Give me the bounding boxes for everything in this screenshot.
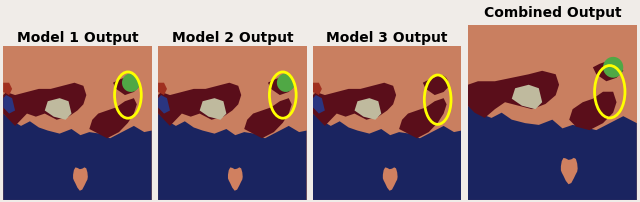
Polygon shape — [399, 99, 447, 139]
Polygon shape — [603, 58, 623, 78]
Text: Model 3 Output: Model 3 Output — [326, 31, 448, 44]
Polygon shape — [3, 96, 15, 114]
Polygon shape — [313, 46, 461, 200]
Polygon shape — [433, 76, 448, 91]
Polygon shape — [561, 158, 578, 184]
Polygon shape — [569, 92, 616, 130]
Polygon shape — [512, 85, 542, 110]
Polygon shape — [593, 61, 623, 82]
Polygon shape — [3, 83, 86, 126]
Polygon shape — [355, 99, 381, 120]
Polygon shape — [313, 96, 325, 114]
Polygon shape — [158, 83, 167, 96]
Polygon shape — [73, 167, 88, 191]
Text: Model 2 Output: Model 2 Output — [172, 31, 293, 44]
Polygon shape — [268, 77, 294, 96]
Polygon shape — [3, 83, 12, 96]
Polygon shape — [313, 83, 322, 96]
Polygon shape — [90, 99, 137, 139]
Polygon shape — [313, 83, 396, 126]
Polygon shape — [244, 99, 292, 139]
Polygon shape — [158, 114, 307, 200]
Polygon shape — [423, 77, 449, 96]
Text: Model 1 Output: Model 1 Output — [17, 31, 138, 44]
Polygon shape — [3, 114, 152, 200]
Polygon shape — [158, 46, 307, 200]
Polygon shape — [3, 46, 152, 200]
Polygon shape — [200, 99, 227, 120]
Polygon shape — [113, 77, 140, 96]
Polygon shape — [158, 83, 241, 126]
Polygon shape — [313, 114, 461, 200]
Polygon shape — [383, 167, 397, 191]
Polygon shape — [277, 74, 294, 93]
Polygon shape — [468, 26, 637, 200]
Polygon shape — [45, 99, 72, 120]
Polygon shape — [468, 106, 637, 200]
Polygon shape — [468, 72, 559, 118]
Text: Combined Output: Combined Output — [483, 6, 621, 20]
Polygon shape — [122, 74, 140, 93]
Polygon shape — [228, 167, 243, 191]
Polygon shape — [158, 96, 170, 114]
